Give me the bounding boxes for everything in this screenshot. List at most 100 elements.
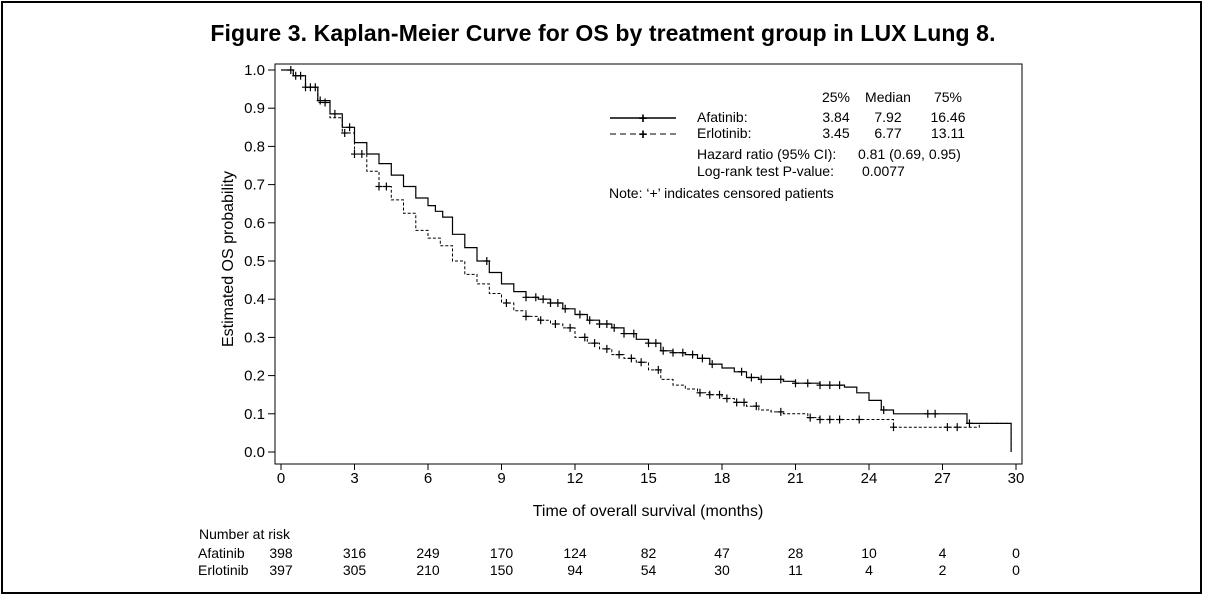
y-tick-label: 0.2 [244, 368, 265, 385]
censor-mark-erlotinib [723, 394, 731, 403]
x-tick-label: 12 [567, 470, 584, 487]
risk-count: 0 [1012, 545, 1020, 561]
legend-header-75: 75% [934, 89, 962, 105]
risk-count: 210 [416, 562, 440, 578]
censor-mark-afatinib [777, 375, 785, 384]
censor-mark-afatinib [483, 257, 491, 265]
y-tick-label: 0.1 [244, 406, 265, 423]
series-line-erlotinib [281, 69, 1012, 452]
legend-header-median: Median [865, 89, 911, 105]
legend-erlotinib-q25: 3.45 [822, 125, 849, 141]
survival-curves [281, 66, 1012, 452]
censor-mark-afatinib [924, 409, 932, 418]
risk-count: 398 [269, 545, 293, 561]
risk-count: 11 [788, 562, 803, 578]
censor-mark-erlotinib [358, 150, 366, 159]
censor-mark-afatinib [826, 381, 834, 390]
censor-mark-erlotinib [716, 390, 724, 399]
censor-mark-erlotinib [292, 71, 300, 80]
censor-mark-afatinib [757, 375, 765, 384]
legend-erlotinib-label: Erlotinib: [697, 125, 751, 141]
censor-mark-erlotinib [816, 415, 824, 424]
censor-mark-afatinib [645, 339, 652, 348]
censor-mark-afatinib [532, 293, 540, 302]
legend-erlotinib-marker: + [639, 126, 648, 143]
risk-count: 316 [342, 545, 367, 561]
censor-mark-afatinib [522, 293, 530, 302]
censor-note: Note: ‘+’ indicates censored patients [609, 185, 834, 201]
y-tick-label: 0.7 [244, 177, 265, 194]
risk-count: 305 [342, 562, 367, 578]
risk-count: 397 [269, 562, 293, 578]
censor-mark-afatinib [630, 329, 638, 338]
censor-mark-afatinib [698, 354, 706, 363]
x-tick-label: 0 [277, 470, 285, 487]
x-tick-label: 6 [424, 470, 432, 487]
censor-mark-erlotinib [740, 398, 748, 407]
risk-row-label: Afatinib [198, 545, 245, 561]
y-tick-label: 0.5 [244, 253, 265, 270]
censor-mark-afatinib [804, 379, 812, 388]
legend: 25% Median 75% + Afatinib: 3.84 7.92 16.… [609, 89, 966, 201]
censor-mark-afatinib [596, 320, 603, 329]
plot-area [274, 63, 1023, 465]
x-tick-label: 3 [350, 470, 358, 487]
y-tick-label: 0.0 [244, 444, 265, 461]
risk-count: 54 [640, 562, 657, 578]
risk-count: 249 [416, 545, 440, 561]
x-axis-label: Time of overall survival (months) [533, 503, 764, 520]
censor-mark-erlotinib [806, 413, 814, 422]
risk-count: 47 [714, 545, 730, 561]
censor-mark-afatinib [620, 329, 628, 338]
censor-mark-afatinib [576, 310, 584, 319]
censor-mark-erlotinib [890, 423, 897, 432]
censor-mark-afatinib [539, 295, 547, 304]
risk-count: 150 [489, 562, 514, 578]
risk-row-afatinib: Afatinib 398 316 249 170 124 82 47 28 10 4 0 [0, 545, 1206, 563]
censor-mark-erlotinib [302, 83, 309, 92]
censor-mark-erlotinib [566, 323, 574, 332]
censor-mark-afatinib [931, 409, 939, 418]
censor-mark-erlotinib [537, 316, 545, 325]
censor-mark-erlotinib [943, 423, 951, 432]
censor-mark-erlotinib [752, 402, 760, 411]
censor-mark-erlotinib [551, 320, 559, 329]
censor-mark-afatinib [547, 299, 554, 308]
y-tick-label: 0.6 [244, 215, 265, 232]
legend-afatinib-q25: 3.84 [822, 109, 849, 125]
censor-mark-erlotinib [321, 98, 329, 107]
censor-mark-afatinib [610, 323, 618, 332]
risk-count: 2 [938, 562, 947, 578]
censor-mark-afatinib [880, 405, 888, 414]
x-axis: 0 3 6 9 12 15 18 21 24 27 30 [277, 464, 1024, 487]
risk-count: 10 [861, 545, 877, 561]
censor-mark-erlotinib [627, 354, 635, 363]
censor-mark-afatinib [708, 360, 716, 369]
x-tick-label: 9 [497, 470, 505, 487]
x-tick-label: 24 [861, 470, 878, 487]
legend-afatinib-label: Afatinib: [697, 109, 748, 125]
censor-mark-afatinib [679, 348, 687, 357]
y-axis: 0.0 0.1 0.2 0.3 0.4 0.5 0.6 0.7 0.8 0.9 1.0 [244, 62, 275, 461]
censor-mark-afatinib [669, 348, 677, 357]
legend-afatinib-median: 7.92 [874, 109, 901, 125]
risk-row-erlotinib: Erlotinib 397 305 210 150 94 54 30 11 4 2 0 [0, 562, 1206, 580]
censor-mark-erlotinib [953, 423, 961, 432]
censor-mark-erlotinib [603, 344, 611, 353]
x-tick-label: 18 [714, 470, 731, 487]
legend-afatinib-marker: + [639, 110, 648, 127]
x-tick-label: 21 [787, 470, 804, 487]
censor-mark-erlotinib [502, 299, 510, 308]
censor-mark-afatinib [747, 373, 755, 382]
censor-mark-erlotinib [836, 415, 844, 424]
censor-mark-erlotinib [855, 415, 863, 424]
logrank-value: 0.0077 [862, 163, 905, 179]
censor-mark-erlotinib [591, 339, 599, 348]
censor-mark-afatinib [689, 350, 697, 359]
censor-mark-erlotinib [351, 150, 358, 159]
censor-mark-afatinib [331, 109, 339, 118]
censor-mark-afatinib [561, 304, 569, 313]
x-tick-label: 15 [640, 470, 657, 487]
censor-mark-erlotinib [522, 312, 530, 321]
